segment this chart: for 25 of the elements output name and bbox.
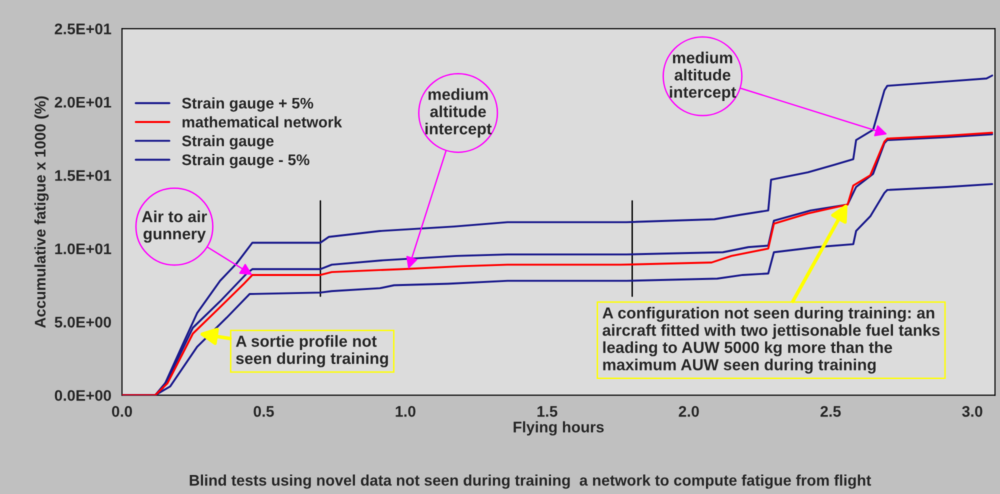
y-tick-label: 0.0E+00 <box>54 390 111 401</box>
y-tick-label: 1.0E+01 <box>55 243 112 254</box>
annotation: Air to air gunnery <box>142 210 207 243</box>
x-tick-label: 2.0 <box>678 406 699 417</box>
x-tick-label: 1.0 <box>396 406 416 417</box>
x-tick-label: 3.0 <box>962 406 982 417</box>
annotation: A sortie profile not seen during training <box>236 335 388 368</box>
x-axis-title: Flying hours <box>514 421 604 436</box>
legend-label: Strain gauge - 5% <box>182 154 310 168</box>
x-tick-label: 1.5 <box>538 406 558 417</box>
x-tick-label: 0.0 <box>112 406 132 417</box>
y-tick-label: 2.5E+01 <box>54 24 112 34</box>
annotation: A configuration not seen during training: an aircraft fitted with two jettisonable fuel tanks leading to AUW 5000 kg more than the maximum AUW seen during training <box>602 306 940 374</box>
annotation: medium altitude intercept <box>425 88 492 138</box>
y-axis-title: Accumulative fatigue x 1000 (%) <box>34 96 49 328</box>
legend-label: mathematical network <box>182 116 342 128</box>
legend-label: Strain gauge <box>182 135 274 150</box>
y-tick-label: 5.0E+00 <box>54 316 111 328</box>
y-tick-label: 1.5E+01 <box>55 170 112 181</box>
legend-label: Strain gauge + 5% <box>182 97 314 112</box>
y-tick-label: 2.0E+01 <box>54 96 112 108</box>
text: Blind tests using novel data not seen during training a network to compute fatigue from flight <box>190 474 872 489</box>
x-tick-label: 0.5 <box>254 406 274 417</box>
x-tick-label: 2.5 <box>820 406 841 417</box>
annotation: medium altitude intercept <box>670 52 736 101</box>
